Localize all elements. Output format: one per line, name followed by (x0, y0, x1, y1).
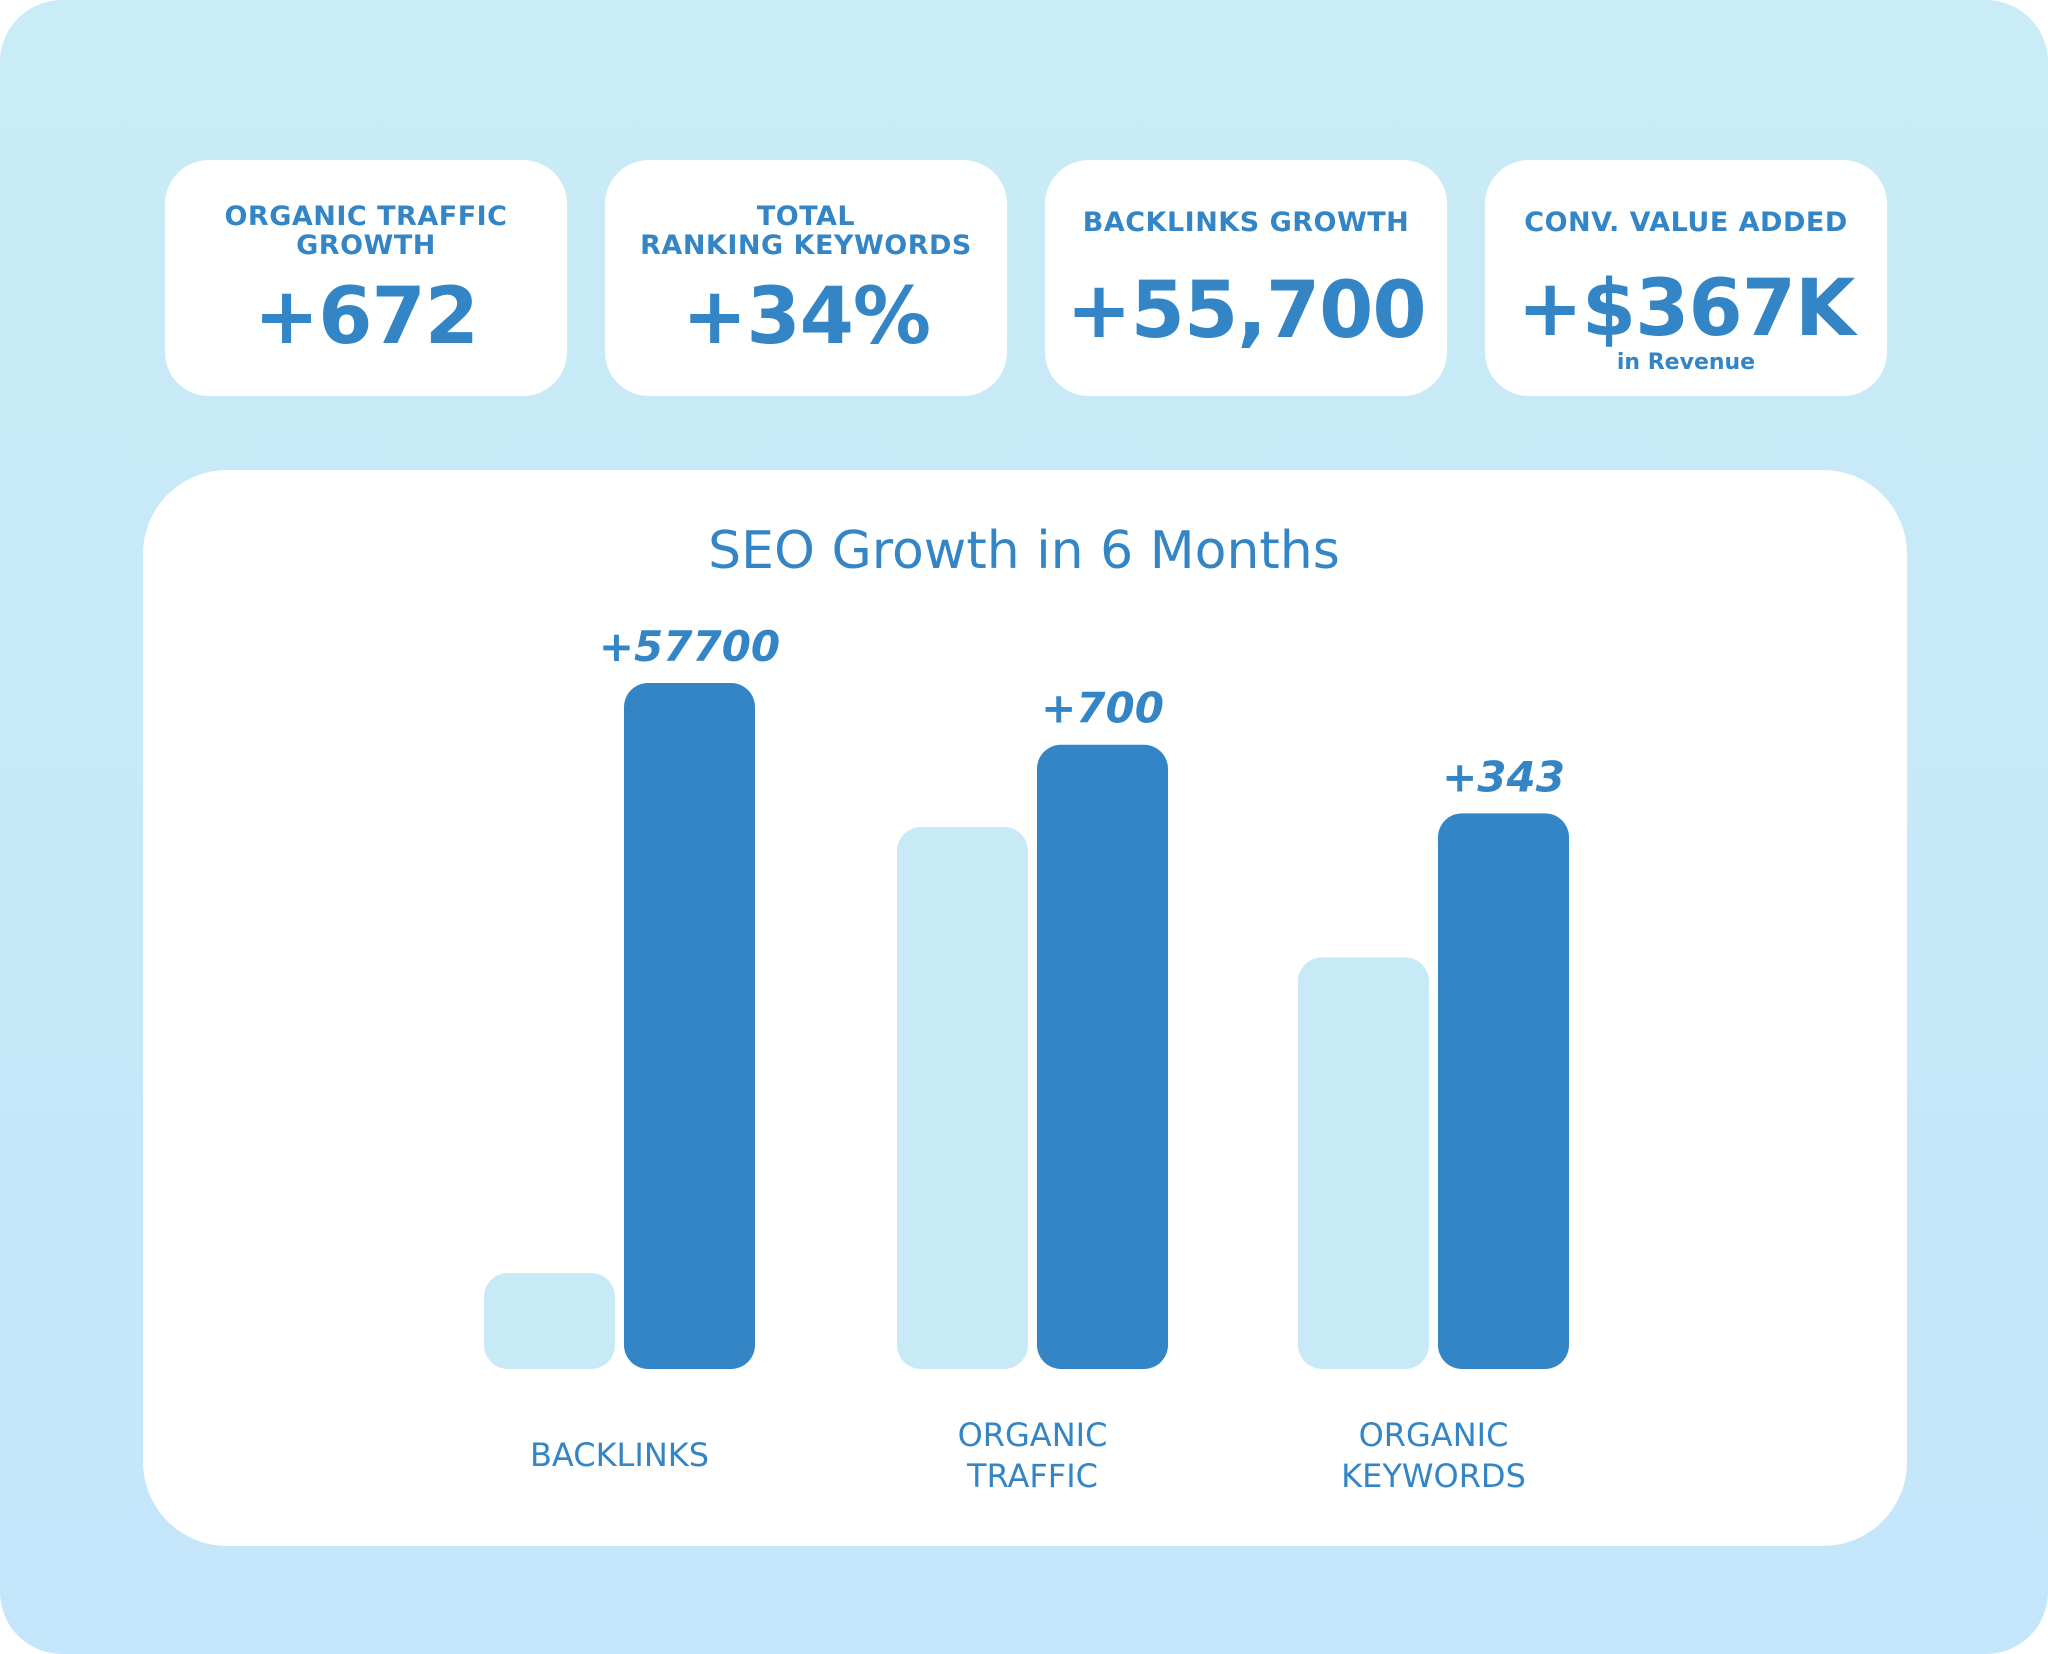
stat-label: ORGANIC TRAFFIC GROWTH (224, 201, 508, 261)
stat-card-backlinks-growth: BACKLINKS GROWTH +55,700 (1045, 160, 1447, 396)
bar-data-label: +700 (1041, 684, 1164, 733)
category-label: BACKLINKS (530, 1436, 709, 1474)
category-label: ORGANIC TRAFFIC (958, 1416, 1108, 1495)
bar-data-label: +343 (1442, 752, 1565, 801)
stat-value: +34% (681, 272, 931, 362)
stat-value: +$367K (1517, 264, 1856, 354)
stat-sub-label: in Revenue (1616, 350, 1756, 375)
chart-title: SEO Growth in 6 Months (708, 521, 1340, 581)
bar-after-1 (1037, 744, 1168, 1369)
stat-card-conversion-value: CONV. VALUE ADDED +$367K in Revenue (1485, 160, 1887, 396)
bar-before-0 (484, 1272, 615, 1369)
bar-data-label: +57700 (599, 622, 780, 671)
stat-value: +672 (253, 272, 479, 362)
bar-before-1 (897, 827, 1028, 1369)
stat-card-organic-traffic: ORGANIC TRAFFIC GROWTH +672 (165, 160, 567, 396)
category-label: ORGANIC KEYWORDS (1341, 1416, 1526, 1495)
bar-before-2 (1298, 957, 1429, 1369)
stat-value: +55,700 (1066, 266, 1426, 356)
stat-label: TOTAL RANKING KEYWORDS (640, 201, 972, 261)
stat-card-ranking-keywords: TOTAL RANKING KEYWORDS +34% (605, 160, 1007, 396)
bar-after-2 (1438, 813, 1569, 1369)
bar-after-0 (624, 683, 755, 1369)
stat-label: CONV. VALUE ADDED (1524, 207, 1848, 238)
stat-label: BACKLINKS GROWTH (1082, 207, 1410, 238)
